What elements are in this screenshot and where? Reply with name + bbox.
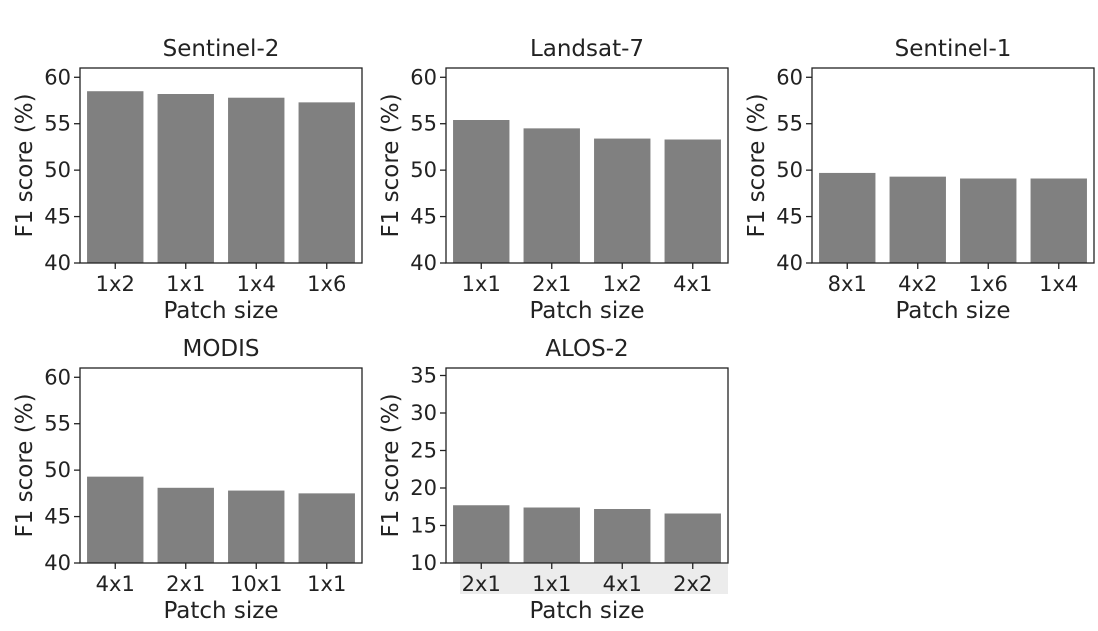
x-axis-label: Patch size [895,298,1010,324]
y-tick-label: 40 [44,251,71,275]
x-tick-label: 10x1 [230,572,283,596]
x-axis-label: Patch size [163,598,278,624]
x-axis-label: Patch size [529,298,644,324]
bar [228,97,285,263]
x-tick-label: 1x1 [462,272,501,296]
x-tick-label: 2x2 [673,572,712,596]
bar [594,138,651,263]
bar [664,139,721,263]
y-tick-label: 60 [44,65,71,89]
tick-label-band [460,564,728,594]
bar [157,94,214,263]
x-tick-label: 1x6 [969,272,1008,296]
y-tick-label: 60 [410,65,437,89]
x-tick-label: 8x1 [828,272,867,296]
y-tick-label: 40 [776,251,803,275]
x-tick-label: 1x1 [307,572,346,596]
bar [87,476,144,563]
bar [594,509,651,563]
bar [1030,178,1087,263]
y-tick-label: 55 [44,412,71,436]
y-axis-label: F1 score (%) [378,93,404,237]
plot-frame [445,367,729,564]
x-tick-label: 1x4 [1039,272,1078,296]
y-tick-label: 50 [44,458,71,482]
x-axis-label: Patch size [163,298,278,324]
x-tick-label: 4x2 [898,272,937,296]
y-tick-label: 20 [410,476,437,500]
chart-title: Sentinel-2 [163,36,280,62]
y-tick-label: 45 [410,205,437,229]
x-tick-label: 4x1 [96,572,135,596]
y-tick-label: 35 [410,364,437,388]
bar [523,507,580,563]
y-tick-label: 55 [44,112,71,136]
x-tick-label: 1x2 [603,272,642,296]
chart-panel: Sentinel-2 40 45 50 55 60 1x2 1x1 1x4 1x6 Patch si… [12,36,363,324]
plot-frame [445,67,729,264]
x-tick-label: 4x1 [603,572,642,596]
x-tick-label: 1x1 [532,572,571,596]
x-tick-label: 4x1 [673,272,712,296]
y-tick-label: 50 [410,158,437,182]
y-tick-label: 15 [410,514,437,538]
chart-title: Sentinel-1 [895,36,1012,62]
chart-title: Landsat-7 [530,36,644,62]
chart-title: MODIS [182,336,259,362]
y-tick-label: 45 [44,205,71,229]
x-tick-label: 1x1 [166,272,205,296]
y-tick-label: 30 [410,401,437,425]
plot-frame [79,67,363,264]
chart-title: ALOS-2 [545,336,628,362]
y-axis-label: F1 score (%) [12,93,38,237]
bar [298,493,355,563]
bar [819,172,876,263]
bar [453,120,510,263]
y-tick-label: 45 [776,205,803,229]
y-tick-label: 50 [44,158,71,182]
x-tick-label: 1x6 [307,272,346,296]
y-tick-label: 10 [410,551,437,575]
y-tick-label: 40 [410,251,437,275]
y-tick-label: 60 [44,365,71,389]
y-tick-label: 45 [44,505,71,529]
plot-frame [811,67,1095,264]
chart-panel: Sentinel-1 40 45 50 55 60 8x1 4x2 1x6 1x4 Patch si… [744,36,1095,324]
bar [523,128,580,263]
bar [960,178,1017,263]
bar [664,513,721,563]
x-tick-label: 2x1 [166,572,205,596]
y-tick-label: 25 [410,439,437,463]
bar [157,487,214,563]
y-tick-label: 60 [776,65,803,89]
y-axis-label: F1 score (%) [378,393,404,537]
y-axis-label: F1 score (%) [12,393,38,537]
y-tick-label: 50 [776,158,803,182]
y-axis-label: F1 score (%) [744,93,770,237]
bar [87,91,144,263]
plot-frame [79,367,363,564]
bar [228,490,285,563]
x-axis-label: Patch size [529,598,644,624]
bar [298,102,355,263]
bar [889,176,946,263]
y-tick-label: 55 [776,112,803,136]
y-tick-label: 55 [410,112,437,136]
chart-panel: MODIS 40 45 50 55 60 4x1 2x1 10x1 1x1 Patch size F1… [12,336,363,624]
x-tick-label: 2x1 [462,572,501,596]
x-tick-label: 2x1 [532,272,571,296]
bar [453,505,510,563]
y-tick-label: 40 [44,551,71,575]
x-tick-label: 1x4 [237,272,276,296]
chart-panel: Landsat-7 40 45 50 55 60 1x1 2x1 1x2 4x1 Patch siz… [378,36,729,324]
x-tick-label: 1x2 [96,272,135,296]
chart-panel: ALOS-2 10 15 20 25 30 35 2x1 1x1 4x1 2x2 Patch size… [378,336,729,624]
